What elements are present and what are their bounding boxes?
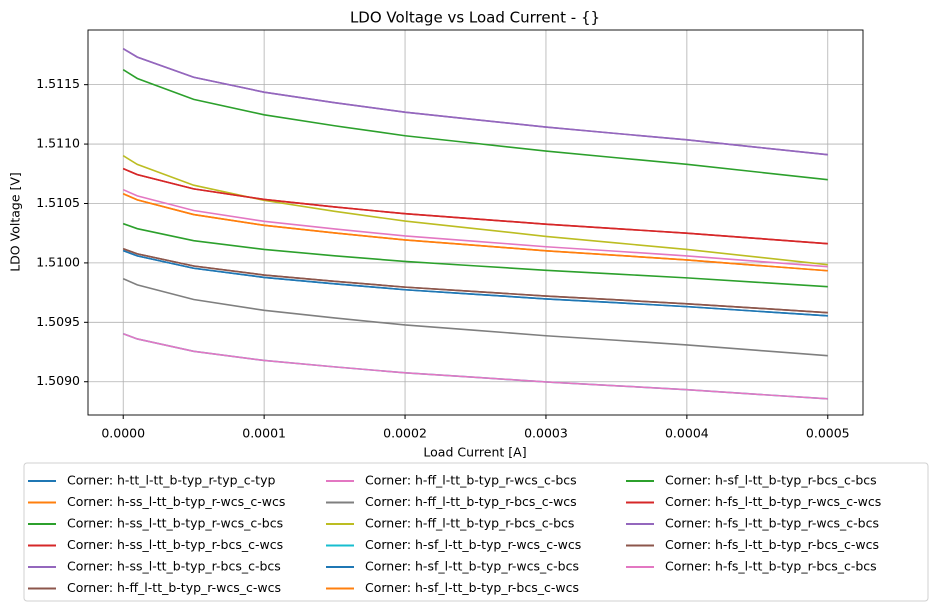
legend-label: Corner: h-fs_l-tt_b-typ_r-bcs_c-wcs <box>665 537 879 552</box>
legend: Corner: h-tt_l-tt_b-typ_r-typ_c-typ Corne… <box>28 473 881 595</box>
y-tick-label: 1.5110 <box>36 136 80 151</box>
series-line <box>122 167 828 245</box>
series-line <box>122 155 828 266</box>
y-axis-label: LDO Voltage [V] <box>8 172 23 272</box>
legend-label: Corner: h-ff_l-tt_b-typ_r-bcs_c-wcs <box>365 494 577 509</box>
series-line <box>122 332 828 400</box>
x-axis-label: Load Current [A] <box>423 445 526 460</box>
legend-label: Corner: h-ss_l-tt_b-typ_r-wcs_c-wcs <box>67 494 285 509</box>
series-line <box>122 193 828 272</box>
series-line <box>122 47 828 156</box>
series-line <box>122 249 828 317</box>
legend-label: Corner: h-fs_l-tt_b-typ_r-bcs_c-bcs <box>665 559 877 574</box>
legend-label: Corner: h-sf_l-tt_b-typ_r-bcs_c-bcs <box>665 473 877 488</box>
y-tick-label: 1.5115 <box>36 76 80 91</box>
legend-box <box>23 462 929 602</box>
series-line <box>122 188 828 268</box>
legend-label: Corner: h-fs_l-tt_b-typ_r-wcs_c-bcs <box>665 516 879 531</box>
legend-label: Corner: h-ff_l-tt_b-typ_r-bcs_c-bcs <box>365 516 574 531</box>
legend-label: Corner: h-ff_l-tt_b-typ_r-wcs_c-wcs <box>67 580 281 595</box>
legend-label: Corner: h-ss_l-tt_b-typ_r-bcs_c-bcs <box>67 559 281 574</box>
x-tick-label: 0.0004 <box>665 426 709 441</box>
legend-label: Corner: h-sf_l-tt_b-typ_r-wcs_c-wcs <box>365 537 581 552</box>
y-tick-label: 1.5095 <box>36 314 80 329</box>
legend-label: Corner: h-fs_l-tt_b-typ_r-wcs_c-wcs <box>665 494 881 509</box>
legend-label: Corner: h-sf_l-tt_b-typ_r-bcs_c-wcs <box>365 580 579 595</box>
series-line <box>122 69 828 181</box>
legend-label: Corner: h-sf_l-tt_b-typ_r-wcs_c-bcs <box>365 559 579 574</box>
legend-label: Corner: h-ff_l-tt_b-typ_r-wcs_c-bcs <box>365 473 577 488</box>
x-tick-label: 0.0001 <box>242 426 286 441</box>
x-tick-label: 0.0000 <box>101 426 145 441</box>
plot-frame <box>87 29 864 416</box>
y-tick-label: 1.5100 <box>36 254 80 269</box>
series-line <box>122 222 828 288</box>
chart-title: LDO Voltage vs Load Current - {} <box>350 9 600 27</box>
plot-lines <box>122 47 828 400</box>
legend-label: Corner: h-tt_l-tt_b-typ_r-typ_c-typ <box>67 473 275 488</box>
legend-label: Corner: h-ss_l-tt_b-typ_r-bcs_c-wcs <box>67 537 283 552</box>
series-line <box>122 248 828 314</box>
y-tick-label: 1.5090 <box>36 373 80 388</box>
x-tick-label: 0.0002 <box>383 426 427 441</box>
legend-label: Corner: h-ss_l-tt_b-typ_r-wcs_c-bcs <box>67 516 283 531</box>
x-tick-label: 0.0005 <box>806 426 850 441</box>
y-tick-label: 1.5105 <box>36 195 80 210</box>
series-line <box>122 277 828 357</box>
x-tick-label: 0.0003 <box>524 426 568 441</box>
